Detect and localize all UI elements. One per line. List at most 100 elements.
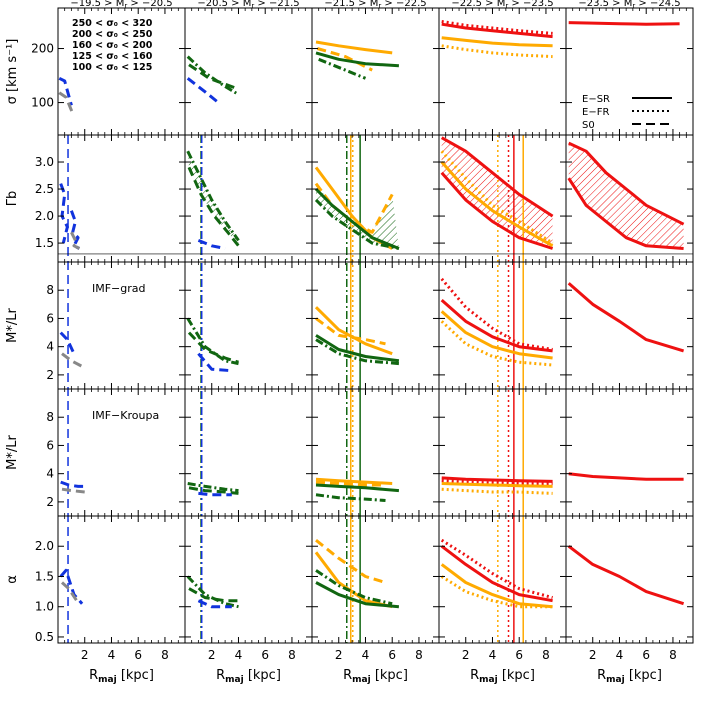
- series-r3c3-0: [314, 306, 393, 356]
- sigma-legend-entry-0: 250 < σ₀ < 320: [72, 18, 153, 29]
- ytick-label-r2: 2.5: [35, 182, 54, 196]
- panel-frame-r5c2: [184, 515, 313, 644]
- ytick-label-r4: 2: [46, 495, 54, 509]
- series-r4c2-0: [187, 482, 239, 493]
- series-r5c4-3: [440, 575, 553, 609]
- xlabel-c1: Rmaj [kpc]: [89, 668, 154, 685]
- series-r1c5-0: [568, 21, 680, 26]
- panel-frame-r3c2: [184, 261, 313, 390]
- series-r4c4-3: [441, 487, 553, 495]
- series-r3c2-2: [197, 352, 232, 373]
- series-r4c2-2: [198, 491, 232, 497]
- series-r4c4-1: [441, 479, 553, 485]
- series-r1c2-2: [186, 77, 220, 104]
- ytick-label-r3: 4: [46, 340, 54, 354]
- series-r4c4-2: [441, 482, 553, 488]
- series-r3c3-3: [315, 338, 400, 366]
- series-r1c3-0: [315, 40, 393, 55]
- ytick-label-r4: 8: [46, 410, 54, 424]
- xlabel-c3: Rmaj [kpc]: [343, 668, 408, 685]
- xtick-label-c1: 8: [161, 648, 169, 662]
- hatched-band-1: [316, 183, 399, 249]
- panel-frame-r4c5: [565, 388, 694, 517]
- series-r1c3-2: [315, 51, 399, 68]
- series-r3c3-1: [315, 317, 386, 346]
- series-r1c2-1: [188, 63, 240, 91]
- xtick-label-c4: 8: [542, 648, 550, 662]
- xtick-label-c3: 8: [415, 648, 423, 662]
- xtick-label-c1: 4: [108, 648, 116, 662]
- series-r5c2-2: [197, 599, 232, 609]
- series-r5c5-0: [567, 545, 685, 606]
- column-title-5: −23.5 > Mr > −24.5: [578, 0, 680, 10]
- series-r5c3-3: [315, 569, 393, 606]
- series-r4c3-1: [315, 480, 386, 487]
- ytick-label-r2: 3.0: [35, 155, 54, 169]
- series-r4c1-0: [60, 480, 85, 488]
- series-r3c1-0: [59, 331, 76, 355]
- ytick-label-r3: 8: [46, 283, 54, 297]
- series-r2c1-0: [59, 183, 69, 244]
- annotation-imf-grad: IMF−grad: [92, 282, 146, 295]
- series-r2c5-0: [568, 141, 685, 226]
- series-r5c4-2: [440, 563, 553, 609]
- panel-frame-r4c4: [438, 388, 567, 517]
- sigma-legend-entry-3: 125 < σ₀ < 160: [72, 51, 153, 62]
- row-label-5: α: [5, 575, 20, 584]
- xlabel-c5: Rmaj [kpc]: [597, 668, 662, 685]
- ytick-label-r3: 6: [46, 311, 54, 325]
- ytick-label-r1: 100: [31, 96, 54, 110]
- series-r3c2-0: [186, 317, 239, 366]
- series-r1c4-1: [441, 20, 553, 35]
- text-layer: −19.5 > Mr > −20.5 −20.5 > Mr > −21.5 −21.…: [5, 0, 681, 685]
- xtick-label-c2: 6: [261, 648, 269, 662]
- type-legend-label-0: E−SR: [582, 94, 610, 105]
- series-r2c1-2: [70, 231, 81, 250]
- ytick-label-r5: 1.0: [35, 600, 54, 614]
- ytick-label-r1: 200: [31, 42, 54, 56]
- series-r4c3-0: [315, 477, 393, 485]
- type-legend-label-1: E−FR: [582, 107, 609, 118]
- row-label-3: M*/Lr: [5, 308, 20, 343]
- ytick-label-r4: 6: [46, 438, 54, 452]
- xtick-label-c1: 6: [134, 648, 142, 662]
- series-r1c4-3: [441, 44, 553, 59]
- panel-frame-r5c4: [438, 515, 567, 644]
- series-r5c1-1: [60, 581, 78, 602]
- column-title-3: −21.5 > Mr > −22.5: [324, 0, 426, 10]
- series-r2c3-3: [314, 198, 400, 250]
- sigma-legend-entry-2: 160 < σ₀ < 200: [72, 40, 153, 51]
- series-r3c2-1: [187, 331, 239, 364]
- xtick-label-c3: 2: [335, 648, 343, 662]
- series-r1c3-3: [318, 57, 367, 80]
- series-r1c2-0: [186, 55, 240, 96]
- series-r4c3-3: [315, 493, 386, 502]
- xtick-label-c2: 2: [208, 648, 216, 662]
- type-legend-label-2: S0: [582, 120, 595, 131]
- series-r5c4-0: [440, 545, 553, 603]
- series-r2c2-0: [186, 150, 240, 242]
- series-r4c1-1: [61, 487, 85, 494]
- panel-frame-r5c1: [57, 515, 186, 644]
- series-r2c4-1: [440, 171, 554, 250]
- xtick-label-c5: 4: [616, 648, 624, 662]
- series-r2c5-1: [567, 177, 684, 250]
- panel-frame-r4c3: [311, 388, 440, 517]
- series-r5c2-1: [188, 587, 239, 603]
- column-title-2: −20.5 > Mr > −21.5: [197, 0, 299, 10]
- row-label-1: σ [km s⁻¹]: [5, 39, 20, 105]
- series-r1c3-1: [316, 47, 373, 72]
- series-r5c3-2: [315, 581, 400, 609]
- row-label-4: M*/Lr: [5, 435, 20, 470]
- panel-frame-r3c3: [311, 261, 440, 390]
- xtick-label-c5: 8: [669, 648, 677, 662]
- xtick-label-c2: 4: [235, 648, 243, 662]
- series-r2c2-1: [187, 166, 240, 247]
- series-r4c3-2: [315, 483, 400, 493]
- series-r2c4-0: [440, 136, 554, 218]
- series-r3c4-1: [440, 277, 553, 351]
- xtick-label-c1: 2: [81, 648, 89, 662]
- series-r3c1-1: [61, 352, 83, 368]
- row-label-2: Γb: [5, 191, 20, 207]
